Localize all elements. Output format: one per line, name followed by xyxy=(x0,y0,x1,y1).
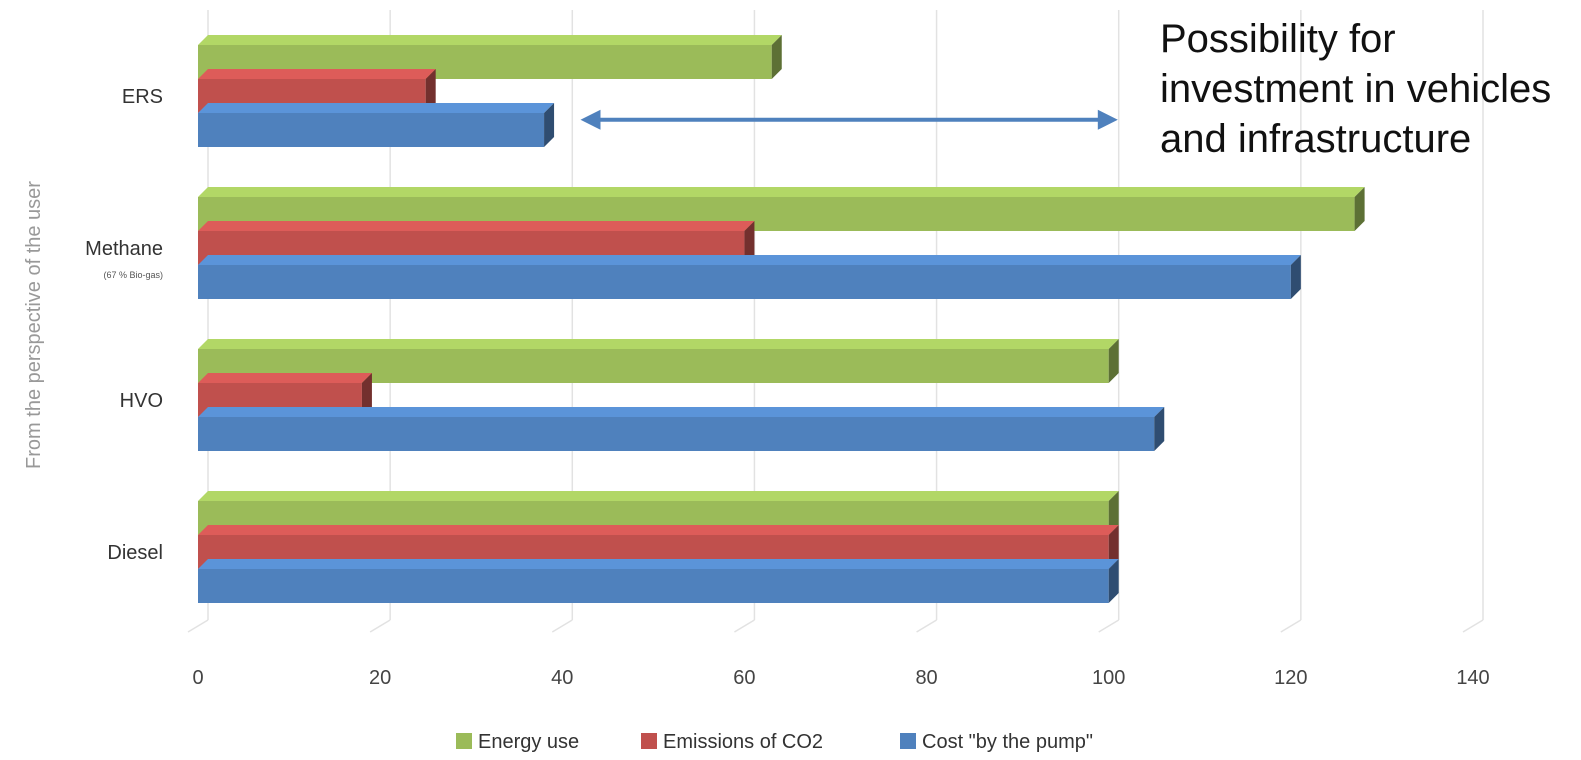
x-tick-label-2: 40 xyxy=(551,667,573,689)
legend-swatch-1 xyxy=(456,733,472,749)
x-tick-label-1: 20 xyxy=(369,667,391,689)
bar-methane-1-top xyxy=(198,187,1365,197)
category-labels: ERS Methane (67 % Bio-gas) HVO Diesel xyxy=(85,86,163,564)
x-tick-label-6: 120 xyxy=(1274,667,1307,689)
gridline-floor-1 xyxy=(370,620,390,632)
x-axis-ticks: 0 20 40 60 80 100 120 140 xyxy=(192,667,1489,689)
legend-label-2: Emissions of CO2 xyxy=(663,731,823,753)
bar-hvo-2-top xyxy=(198,373,372,383)
annotation-line-3: and infrastructure xyxy=(1160,117,1471,161)
x-tick-label-5: 100 xyxy=(1092,667,1125,689)
legend-swatch-2 xyxy=(641,733,657,749)
annotation-line-2: investment in vehicles xyxy=(1160,67,1551,111)
bar-diesel-2-top xyxy=(198,525,1119,535)
bar-methane-2-top xyxy=(198,221,754,231)
legend-label-1: Energy use xyxy=(478,731,579,753)
x-tick-label-0: 0 xyxy=(192,667,203,689)
category-note-methane: (67 % Bio-gas) xyxy=(103,270,163,280)
gridline-floor-0 xyxy=(188,620,208,632)
gridline-floor-3 xyxy=(734,620,754,632)
category-label-diesel: Diesel xyxy=(107,542,163,564)
legend: Energy use Emissions of CO2 Cost "by the p… xyxy=(456,731,1093,753)
annotation-arrow xyxy=(581,110,1118,130)
bar-methane-3-top xyxy=(198,255,1301,265)
bar-ers-3-top xyxy=(198,103,554,113)
gridline-floor-5 xyxy=(1099,620,1119,632)
bar-ers-2-top xyxy=(198,69,436,79)
bar-ers-1-top xyxy=(198,35,782,45)
arrow-head-left xyxy=(581,110,601,130)
gridline-floor-2 xyxy=(552,620,572,632)
bar-hvo-1-top xyxy=(198,339,1119,349)
bar-hvo-3 xyxy=(198,417,1154,451)
annotation-line-1: Possibility for xyxy=(1160,17,1396,61)
x-tick-label-4: 80 xyxy=(915,667,937,689)
category-label-hvo: HVO xyxy=(120,390,163,412)
gridline-floor-4 xyxy=(917,620,937,632)
bar-diesel-3 xyxy=(198,569,1109,603)
legend-swatch-3 xyxy=(900,733,916,749)
category-label-methane: Methane xyxy=(85,238,163,260)
bar-methane-3 xyxy=(198,265,1291,299)
bar-diesel-3-top xyxy=(198,559,1119,569)
gridline-floor-6 xyxy=(1281,620,1301,632)
category-label-ers: ERS xyxy=(122,86,163,108)
bar-hvo-3-top xyxy=(198,407,1164,417)
x-tick-label-7: 140 xyxy=(1456,667,1489,689)
bar-ers-3 xyxy=(198,113,544,147)
gridline-floor-7 xyxy=(1463,620,1483,632)
bar-diesel-1-top xyxy=(198,491,1119,501)
arrow-head-right xyxy=(1098,110,1118,130)
legend-label-3: Cost "by the pump" xyxy=(922,731,1093,753)
y-axis-label: From the perspective of the user xyxy=(23,181,45,469)
x-tick-label-3: 60 xyxy=(733,667,755,689)
